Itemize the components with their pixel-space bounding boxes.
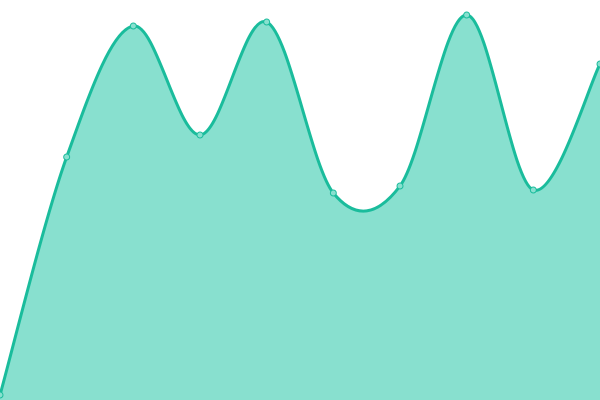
data-point-0	[0, 391, 4, 399]
area-fill	[0, 14, 600, 400]
data-point-5	[329, 189, 337, 197]
data-point-8	[529, 186, 537, 194]
data-point-9	[596, 60, 600, 68]
series-line	[0, 13, 600, 396]
data-point-4	[263, 18, 271, 26]
data-point-6	[396, 182, 404, 190]
data-points	[0, 11, 600, 399]
data-point-3	[196, 131, 204, 139]
data-point-2	[129, 22, 137, 30]
data-point-1	[63, 153, 71, 161]
data-point-7	[463, 11, 471, 19]
